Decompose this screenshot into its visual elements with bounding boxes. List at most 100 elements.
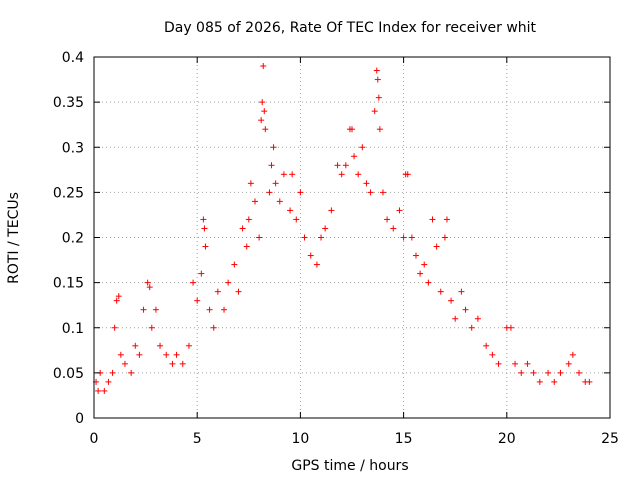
y-tick-label: 0.1 — [62, 321, 84, 337]
data-point — [545, 369, 552, 376]
data-point — [256, 234, 263, 241]
data-point — [148, 324, 155, 331]
data-point — [121, 360, 128, 367]
data-point — [146, 284, 153, 291]
data-point — [268, 162, 275, 169]
data-point — [367, 189, 374, 196]
data-point — [293, 216, 300, 223]
y-tick-label: 0 — [75, 411, 84, 427]
data-point — [443, 216, 450, 223]
data-point — [328, 207, 335, 214]
y-tick-label: 0.3 — [62, 140, 84, 156]
y-axis-label: ROTI / TECUs — [6, 192, 22, 284]
data-point — [452, 315, 459, 322]
data-point — [433, 243, 440, 250]
data-point — [225, 279, 232, 286]
data-point — [396, 207, 403, 214]
data-points — [93, 63, 593, 394]
data-point — [231, 261, 238, 268]
data-point — [551, 378, 558, 385]
data-point — [179, 360, 186, 367]
data-point — [152, 306, 159, 313]
plot-frame — [93, 56, 611, 419]
data-point — [144, 279, 151, 286]
data-point — [355, 171, 362, 178]
data-point — [474, 315, 481, 322]
data-point — [185, 342, 192, 349]
data-point — [371, 108, 378, 115]
data-point — [495, 360, 502, 367]
data-point — [206, 306, 213, 313]
data-point — [157, 342, 164, 349]
y-tick-label: 0.05 — [53, 366, 84, 382]
data-point — [363, 180, 370, 187]
data-point — [400, 234, 407, 241]
data-point — [101, 387, 108, 394]
data-point — [376, 126, 383, 133]
data-point — [390, 225, 397, 232]
data-point — [307, 252, 314, 259]
data-point — [272, 180, 279, 187]
data-point — [518, 369, 525, 376]
data-point — [437, 288, 444, 295]
data-point — [287, 207, 294, 214]
data-point — [349, 126, 355, 133]
data-point — [384, 216, 391, 223]
data-point — [408, 234, 415, 241]
x-tick-labels: 0 5 10 15 20 25 — [90, 431, 619, 447]
data-point — [569, 351, 576, 358]
data-point — [297, 189, 304, 196]
data-point — [441, 234, 448, 241]
data-point — [276, 198, 283, 205]
data-point — [243, 243, 250, 250]
data-point — [301, 234, 308, 241]
data-point — [169, 360, 176, 367]
data-point — [374, 76, 381, 83]
data-point — [373, 67, 380, 74]
data-point — [458, 288, 465, 295]
data-point — [429, 216, 436, 223]
data-point — [338, 171, 345, 178]
data-point — [245, 216, 252, 223]
data-point — [448, 297, 455, 304]
data-point — [132, 342, 139, 349]
data-point — [322, 225, 329, 232]
data-point — [565, 360, 572, 367]
data-point — [251, 198, 258, 205]
data-point — [173, 351, 180, 358]
data-point — [359, 144, 366, 151]
data-point — [280, 171, 287, 178]
y-tick-label: 0.4 — [62, 50, 84, 66]
data-point — [201, 225, 208, 232]
data-point — [313, 261, 320, 268]
data-point — [468, 324, 475, 331]
y-tick-label: 0.35 — [53, 95, 84, 111]
x-tick-label: 20 — [498, 431, 516, 447]
data-point — [318, 234, 325, 241]
data-point — [198, 270, 205, 277]
data-point — [247, 180, 254, 187]
data-point — [128, 369, 135, 376]
data-point — [524, 360, 531, 367]
data-point — [512, 360, 519, 367]
data-point — [261, 108, 268, 115]
data-point — [270, 144, 277, 151]
data-point — [351, 153, 358, 160]
data-point — [210, 324, 217, 331]
data-point — [576, 369, 583, 376]
data-point — [259, 99, 266, 106]
data-point — [105, 378, 112, 385]
data-point — [140, 306, 147, 313]
data-point — [260, 63, 267, 70]
data-point — [462, 306, 469, 313]
data-point — [421, 261, 428, 268]
data-point — [334, 162, 341, 169]
data-point — [136, 351, 143, 358]
data-point — [95, 387, 102, 394]
x-axis-label: GPS time / hours — [291, 458, 408, 474]
data-point — [266, 189, 273, 196]
data-point — [425, 279, 432, 286]
data-point — [258, 117, 265, 124]
data-point — [235, 288, 242, 295]
